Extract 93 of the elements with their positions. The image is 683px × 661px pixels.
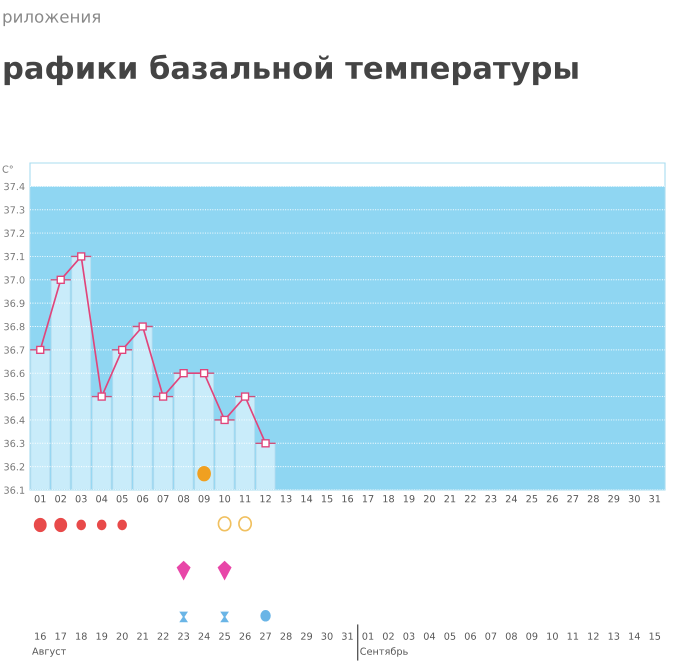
point bbox=[77, 252, 86, 261]
text: 28 bbox=[280, 632, 292, 640]
x-tick-label: 02 bbox=[55, 495, 66, 502]
text: 26 bbox=[240, 632, 251, 640]
x-tick-label: 05 bbox=[116, 495, 128, 502]
y-tick-label: 36.1 bbox=[4, 486, 24, 494]
x-tick-label: 07 bbox=[158, 495, 168, 502]
text: 17 bbox=[56, 632, 66, 640]
text: 20 bbox=[116, 632, 128, 640]
y-tick-label: 37.0 bbox=[4, 276, 24, 284]
point bbox=[179, 369, 188, 378]
text: 05 bbox=[444, 632, 456, 640]
text: 10 bbox=[547, 632, 558, 640]
x-tick-label: 19 bbox=[404, 495, 414, 502]
text: 18 bbox=[76, 632, 87, 640]
x-tick-label: 23 bbox=[485, 495, 496, 502]
x-tick-label: 15 bbox=[322, 495, 332, 502]
y-tick-label: 36.2 bbox=[4, 463, 24, 470]
text: 22 bbox=[158, 632, 168, 640]
text: 21 bbox=[137, 632, 148, 640]
x-tick-label: 10 bbox=[219, 495, 230, 502]
text: 14 bbox=[629, 632, 640, 640]
x-tick-label: 22 bbox=[464, 495, 476, 502]
text: 30 bbox=[322, 632, 333, 640]
text: 23 bbox=[178, 632, 190, 640]
x-tick-label: 24 bbox=[506, 495, 518, 502]
x-tick-label: 18 bbox=[383, 495, 394, 502]
text: 12 bbox=[588, 632, 599, 640]
y-tick-label: 37.4 bbox=[4, 182, 25, 190]
x-tick-label: 09 bbox=[198, 495, 210, 502]
chart-subtitle: риложения bbox=[4, 13, 100, 26]
y-tick-label: 36.9 bbox=[4, 300, 24, 307]
x-tick-label: 01 bbox=[34, 495, 46, 502]
x-tick-label: 16 bbox=[342, 495, 354, 502]
x-tick-label: 27 bbox=[567, 495, 578, 502]
text: 04 bbox=[424, 632, 436, 640]
chart-title: рафики базальной температуры bbox=[4, 54, 578, 86]
point bbox=[220, 416, 229, 424]
text: Сентябрь bbox=[360, 647, 408, 657]
text: 29 bbox=[301, 632, 312, 640]
y-tick-label: 36.7 bbox=[4, 346, 24, 354]
x-tick-label: 13 bbox=[280, 495, 292, 502]
point bbox=[158, 392, 168, 401]
x-tick-label: 06 bbox=[137, 495, 148, 502]
y-tick-label: 36.5 bbox=[4, 393, 24, 400]
x-tick-label: 14 bbox=[301, 495, 312, 502]
y-tick-label: 36.3 bbox=[4, 440, 24, 448]
point bbox=[36, 346, 44, 354]
y-tick-label: 37.1 bbox=[4, 252, 24, 260]
x-tick-label: 11 bbox=[240, 495, 250, 502]
text: 02 bbox=[382, 632, 394, 640]
x-tick-label: 31 bbox=[649, 495, 660, 502]
point bbox=[56, 276, 65, 284]
y-tick-label: 37.3 bbox=[4, 206, 24, 214]
x-tick-label: 04 bbox=[96, 495, 108, 502]
text: 16 bbox=[35, 632, 46, 640]
text: 27 bbox=[260, 632, 271, 640]
text: 03 bbox=[403, 632, 414, 640]
x-tick-label: 30 bbox=[628, 495, 640, 502]
text: 11 bbox=[568, 632, 578, 640]
text: 08 bbox=[506, 632, 517, 640]
text: 01 bbox=[362, 632, 374, 640]
y-tick-label: 37.2 bbox=[4, 230, 24, 237]
point bbox=[138, 322, 147, 331]
x-tick-label: 28 bbox=[588, 495, 599, 502]
point bbox=[200, 369, 208, 378]
y-tick-label: 36.6 bbox=[4, 370, 25, 378]
x-tick-label: 26 bbox=[546, 495, 558, 502]
text: 31 bbox=[342, 632, 353, 640]
point bbox=[261, 439, 270, 448]
x-tick-label: 08 bbox=[178, 495, 190, 502]
x-tick-label: 03 bbox=[76, 495, 87, 502]
text: 06 bbox=[464, 632, 476, 640]
point bbox=[240, 392, 250, 401]
x-tick-label: 17 bbox=[362, 495, 374, 502]
x-tick-label: 25 bbox=[526, 495, 538, 502]
y-tick-label: 36.8 bbox=[4, 322, 24, 330]
y-tick-label: 36.4 bbox=[4, 416, 25, 424]
y-axis-title: C° bbox=[2, 165, 13, 173]
text: 09 bbox=[526, 632, 538, 640]
text: Август bbox=[32, 648, 66, 657]
text: 15 bbox=[650, 632, 660, 640]
text: 13 bbox=[608, 632, 620, 640]
point bbox=[98, 392, 106, 401]
x-tick-label: 20 bbox=[424, 495, 435, 502]
text: 19 bbox=[96, 632, 108, 640]
x-tick-label: 29 bbox=[608, 495, 620, 502]
x-tick-label: 21 bbox=[444, 495, 456, 502]
point bbox=[118, 346, 126, 354]
x-tick-label: 12 bbox=[260, 495, 271, 502]
text: 24 bbox=[198, 632, 210, 640]
text: 07 bbox=[485, 632, 496, 640]
text: 25 bbox=[219, 632, 230, 640]
